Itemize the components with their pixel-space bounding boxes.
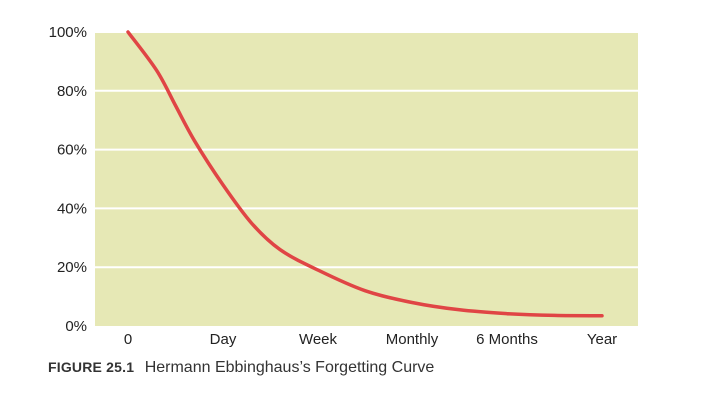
forgetting-curve-line [126,30,604,318]
figure-label: FIGURE 25.1 [48,359,135,375]
y-tick-label: 60% [57,142,87,159]
y-tick-label: 0% [65,318,87,335]
x-tick-label: Week [299,331,338,348]
y-tick-label: 40% [57,200,87,217]
figure-title: Hermann Ebbinghaus’s Forgetting Curve [144,359,435,376]
y-tick-label: 80% [57,83,87,100]
y-axis-ticks: 100% 80% 60% 40% 20% 0% [49,24,87,335]
x-tick-label: Day [210,331,237,348]
figure-caption: FIGURE 25.1 Hermann Ebbinghaus’s Forgett… [48,359,434,377]
y-tick-label: 20% [57,259,87,276]
gridlines [95,31,638,269]
x-tick-label: Year [587,331,617,348]
x-tick-label: Monthly [386,331,439,348]
plot-area [95,32,638,326]
y-tick-label: 100% [49,24,87,41]
x-tick-label: 0 [124,331,132,348]
x-axis-ticks: 0 Day Week Monthly 6 Months Year [124,331,617,348]
x-tick-label: 6 Months [476,331,538,348]
